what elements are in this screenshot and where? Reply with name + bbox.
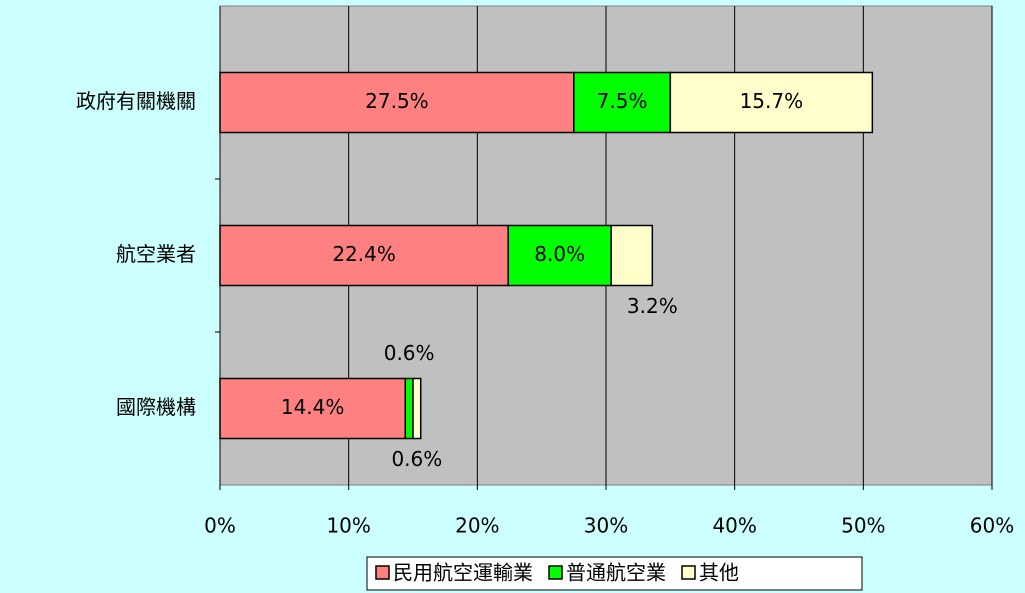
- legend-label: 普通航空業: [566, 561, 666, 585]
- data-label: 22.4%: [332, 242, 396, 266]
- bar-segment: [573, 71, 672, 134]
- y-tick-label: 政府有關機關: [76, 89, 196, 113]
- x-tick-label: 10%: [326, 514, 370, 538]
- x-tick-label: 60%: [970, 514, 1014, 538]
- y-tick-label: 航空業者: [116, 242, 196, 266]
- data-label: 15.7%: [740, 89, 804, 113]
- legend-box: [366, 556, 863, 591]
- legend-swatch: [681, 565, 696, 580]
- legend-swatch: [548, 565, 563, 580]
- data-label: 0.6%: [384, 341, 435, 365]
- legend-swatch: [375, 565, 390, 580]
- data-label: 7.5%: [597, 89, 648, 113]
- bar-segment: [404, 377, 414, 440]
- data-label: 8.0%: [534, 242, 585, 266]
- bar-segment: [219, 71, 575, 134]
- data-label: 14.4%: [281, 395, 345, 419]
- data-label: 3.2%: [627, 294, 678, 318]
- x-tick-label: 30%: [584, 514, 628, 538]
- x-tick-label: 20%: [455, 514, 499, 538]
- x-tick-label: 0%: [204, 514, 236, 538]
- legend-label: 民用航空運輸業: [393, 561, 533, 585]
- legend-label: 其他: [699, 561, 739, 585]
- x-tick-label: 50%: [841, 514, 885, 538]
- y-tick-label: 國際機構: [116, 395, 196, 419]
- x-tick-label: 40%: [712, 514, 756, 538]
- bar-segment: [669, 71, 874, 134]
- data-label: 27.5%: [365, 89, 429, 113]
- data-label: 0.6%: [391, 447, 442, 471]
- bar-segment: [507, 224, 612, 287]
- bar-segment: [412, 377, 422, 440]
- bar-segment: [610, 224, 654, 287]
